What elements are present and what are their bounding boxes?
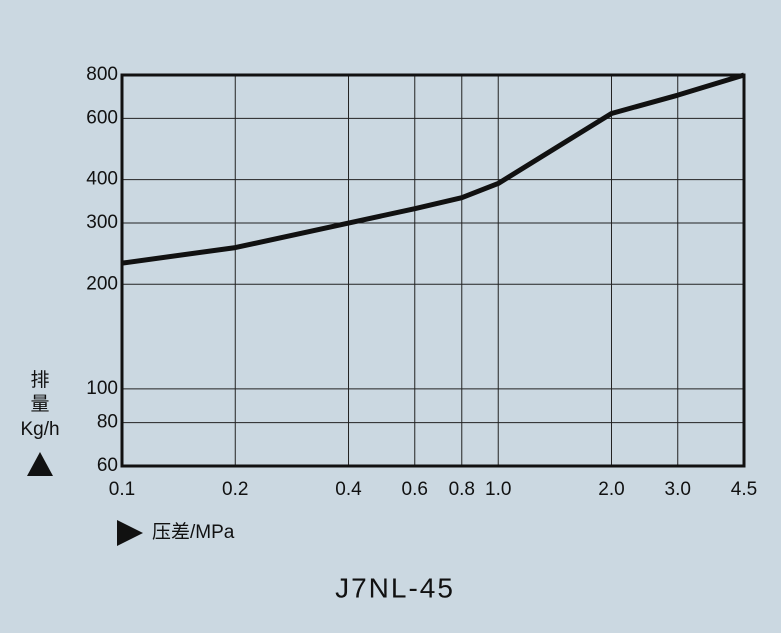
- y-tick-label: 200: [86, 273, 118, 294]
- y-label-2: 量: [30, 394, 49, 415]
- y-label-3: Kg/h: [20, 419, 59, 440]
- x-tick-label: 0.8: [449, 479, 475, 500]
- y-tick-label: 100: [86, 378, 118, 399]
- x-tick-label: 1.0: [485, 479, 511, 500]
- y-tick-label: 400: [86, 169, 118, 190]
- x-tick-label: 0.6: [402, 479, 428, 500]
- y-tick-label: 800: [86, 64, 118, 85]
- y-tick-label: 300: [86, 212, 118, 233]
- x-tick-label: 0.1: [109, 479, 135, 500]
- x-arrow: [117, 520, 143, 546]
- chart-title: J7NL-45: [335, 572, 455, 603]
- y-tick-label: 600: [86, 107, 118, 128]
- y-tick-label: 60: [97, 455, 118, 476]
- y-arrow: [27, 452, 53, 476]
- y-label-1: 排: [30, 369, 49, 391]
- x-tick-label: 2.0: [598, 479, 624, 500]
- data-line: [121, 72, 745, 266]
- plot-frame: [120, 73, 746, 468]
- x-label: 压差/MPa: [152, 521, 235, 543]
- x-tick-label: 0.2: [222, 479, 248, 500]
- x-tick-label: 3.0: [665, 479, 691, 500]
- y-tick-label: 80: [97, 412, 118, 433]
- x-tick-label: 4.5: [731, 479, 757, 500]
- x-tick-label: 0.4: [335, 479, 362, 500]
